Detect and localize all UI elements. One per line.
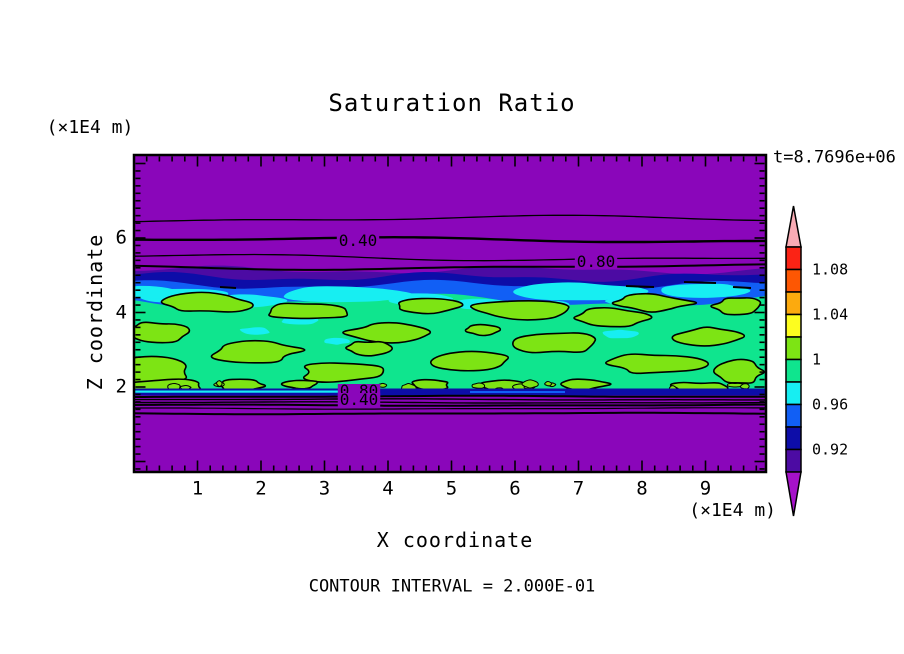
colorbar-segment [785, 246, 802, 271]
chartreuse-blob [512, 332, 597, 354]
contour-line [134, 398, 766, 401]
colorbar-segment [785, 313, 802, 338]
chartreuse-blob [470, 300, 570, 321]
contour-label: 0.80 [577, 252, 616, 271]
x-axis-unit-label: (×1E4 m) [689, 500, 776, 521]
plot-border [132, 153, 768, 474]
colorbar-segment [785, 403, 802, 428]
chartreuse-blob [573, 306, 653, 328]
cyan-patch [283, 286, 413, 303]
x-tick-label: 8 [636, 477, 648, 500]
colorbar [785, 205, 802, 517]
cyan-patch [324, 337, 350, 345]
cyan-patch [602, 329, 639, 339]
colorbar-segment [785, 426, 802, 451]
speckle [726, 382, 744, 388]
figure-title: Saturation Ratio [328, 89, 576, 117]
contour-dash [732, 286, 752, 289]
colorbar-segment [785, 358, 802, 383]
speckle [739, 383, 750, 390]
bottom-purple-zone [134, 395, 766, 472]
chartreuse-blob [345, 340, 393, 357]
colorbar-segment [785, 291, 802, 316]
x-tick-label: 1 [191, 477, 204, 500]
bottom-dark-band [134, 388, 766, 396]
cyan-patch [134, 285, 180, 300]
chartreuse-blob [302, 362, 385, 384]
contour-line [134, 263, 766, 271]
contour-dash [219, 286, 237, 289]
colorbar-tick-label: 1.08 [812, 260, 849, 278]
contour-line [134, 253, 766, 262]
x-tick-label: 9 [699, 477, 712, 500]
contour-line [134, 401, 766, 404]
axis-ticks [135, 156, 765, 471]
contour-dash [625, 285, 655, 288]
cyan-patch [513, 282, 649, 301]
x-tick-label: 2 [255, 477, 267, 500]
speckle [216, 380, 223, 387]
colorbar-tick-label: 1.04 [812, 305, 849, 323]
chartreuse-blob [342, 321, 432, 344]
contour-line [134, 235, 766, 244]
x-tick-label: 5 [445, 477, 458, 500]
chartreuse-blob [398, 297, 464, 315]
x-tick-label: 4 [382, 477, 394, 500]
chartreuse-blob [210, 339, 306, 364]
colorbar-tick-label: 0.96 [812, 395, 849, 413]
contour-dash [683, 281, 717, 284]
colorbar-tick-label: 0.92 [812, 440, 849, 458]
z-tick-label: 2 [115, 375, 127, 398]
contour-line [134, 394, 766, 398]
chartreuse-blob [712, 358, 766, 384]
speckle [471, 382, 486, 389]
contour-line [134, 407, 766, 410]
z-axis-unit-label: (×1E4 m) [46, 117, 134, 138]
chartreuse-blob [411, 378, 449, 391]
x-axis-label: X coordinate [376, 528, 534, 552]
chartreuse-blob [268, 302, 349, 320]
chartreuse-blob [710, 297, 762, 316]
z-tick-label: 4 [115, 301, 127, 323]
chartreuse-blob [464, 323, 502, 337]
chartreuse-blob [671, 326, 746, 347]
speckle [544, 381, 553, 387]
colorbar-segment [785, 268, 802, 293]
colorbar-tick-label: 1 [812, 350, 822, 368]
colorbar-segment [785, 336, 802, 361]
chartreuse-blob [160, 291, 254, 313]
contour-label: 0.40 [340, 390, 379, 409]
contour-interval-label: CONTOUR INTERVAL = 2.000E-01 [308, 576, 596, 597]
x-tick-label: 6 [509, 477, 521, 500]
z-tick-label: 6 [115, 226, 127, 249]
contour-line [134, 214, 766, 223]
x-tick-label: 7 [572, 477, 585, 500]
contour-line [134, 403, 766, 407]
x-tick-label: 3 [318, 477, 331, 500]
colorbar-segment [785, 381, 802, 406]
chartreuse-blob [134, 321, 191, 344]
cyan-patch [661, 283, 751, 298]
time-annotation: t=8.7696e+06 [773, 147, 896, 168]
chartreuse-blob [611, 292, 698, 313]
cyan-patch [239, 327, 270, 335]
z-axis-label: Z coordinate [83, 233, 107, 391]
saturation-field: 0.400.800.800.40 [134, 155, 766, 472]
speckle [521, 379, 539, 389]
contour-line [134, 411, 766, 416]
colorbar-over-arrow [785, 205, 802, 248]
colorbar-under-arrow [785, 471, 802, 517]
chartreuse-blob [605, 353, 710, 375]
colorbar-segment [785, 448, 802, 473]
chartreuse-blob [429, 350, 510, 372]
contour-label: 0.40 [339, 231, 378, 250]
